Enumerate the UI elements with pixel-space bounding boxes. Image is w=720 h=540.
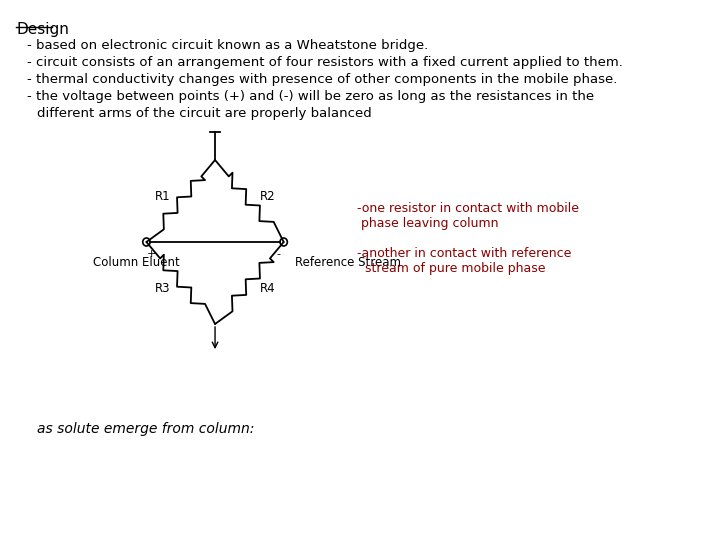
Text: as solute emerge from column:: as solute emerge from column: [37,422,254,436]
Text: -one resistor in contact with mobile
 phase leaving column: -one resistor in contact with mobile pha… [357,202,579,230]
Text: -: - [276,249,280,259]
Text: R3: R3 [155,281,170,294]
Text: - circuit consists of an arrangement of four resistors with a fixed current appl: - circuit consists of an arrangement of … [27,56,624,69]
Text: - based on electronic circuit known as a Wheatstone bridge.: - based on electronic circuit known as a… [27,39,428,52]
Text: Column Eluent: Column Eluent [94,255,180,268]
Text: R1: R1 [155,190,170,202]
Text: - the voltage between points (+) and (-) will be zero as long as the resistances: - the voltage between points (+) and (-)… [27,90,595,103]
Text: different arms of the circuit are properly balanced: different arms of the circuit are proper… [37,107,372,120]
Text: Design: Design [17,22,69,37]
Text: -another in contact with reference
  stream of pure mobile phase: -another in contact with reference strea… [357,247,571,275]
Text: +: + [147,249,156,259]
Text: - thermal conductivity changes with presence of other components in the mobile p: - thermal conductivity changes with pres… [27,73,618,86]
Text: R2: R2 [260,190,276,202]
Text: R4: R4 [260,281,276,294]
Text: Reference Stream: Reference Stream [294,255,400,268]
